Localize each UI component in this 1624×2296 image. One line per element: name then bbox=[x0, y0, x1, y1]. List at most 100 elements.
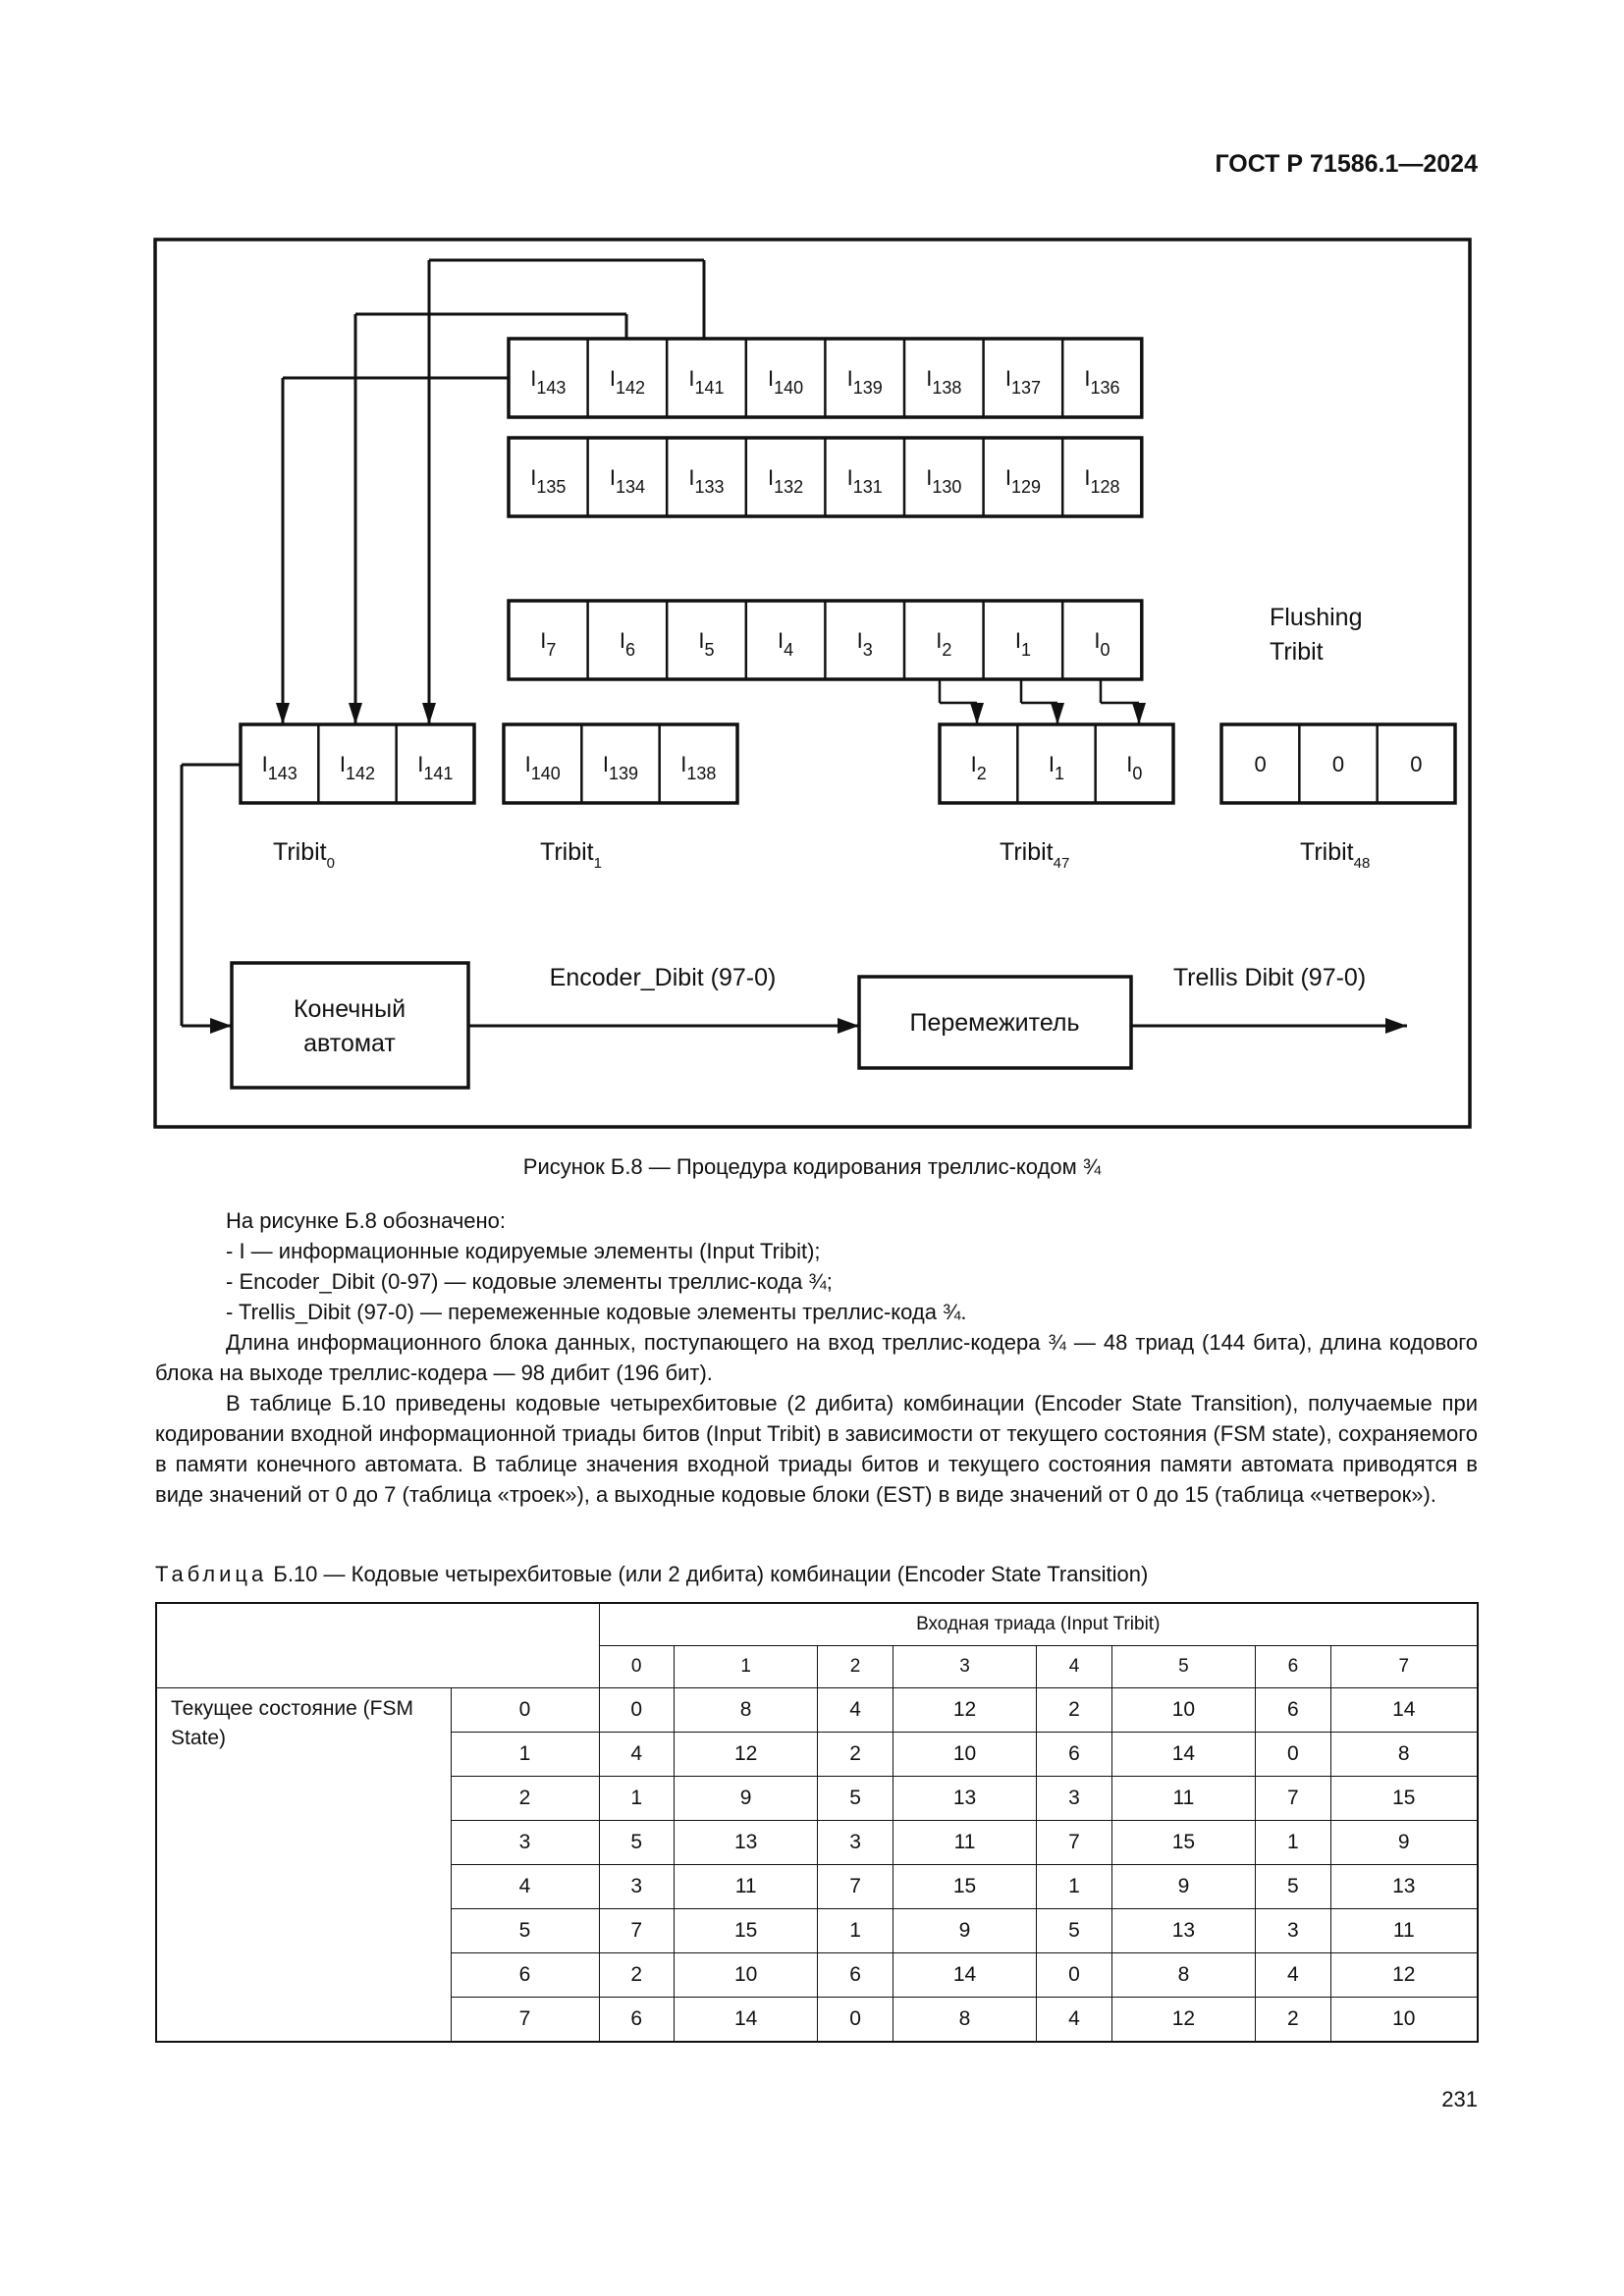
table-cell: 7 bbox=[1036, 1820, 1112, 1865]
table-cell: 2 bbox=[1255, 1997, 1331, 2043]
table-cell: 14 bbox=[1329, 1687, 1479, 1733]
bit-cell-label: I5 bbox=[698, 628, 714, 660]
input-value-header: 4 bbox=[1036, 1645, 1112, 1688]
table-row: 2 1 9 5 13 3 11 7 15 bbox=[156, 1776, 1479, 1821]
intro-line: На рисунке Б.8 обозначено: bbox=[226, 1208, 507, 1233]
table-cell: 10 bbox=[892, 1732, 1038, 1777]
table-cell: 3 bbox=[598, 1864, 675, 1909]
tribit-label: Tribit0 bbox=[273, 838, 335, 872]
table-cell: 10 bbox=[1110, 1687, 1257, 1733]
figure-frame bbox=[153, 238, 1472, 1129]
encoder-state-table: Входная триада (Input Tribit) 0 1 2 3 4 5 6 7 Тек… bbox=[155, 1602, 1479, 2043]
state-value: 4 bbox=[450, 1864, 600, 1909]
arrow-head-icon bbox=[1132, 703, 1146, 724]
figure-caption: Рисунок Б.8 — Процедура кодирования трел… bbox=[522, 1154, 1102, 1179]
tribit-box bbox=[1219, 722, 1457, 805]
tribit-cell-label: 0 bbox=[1255, 752, 1267, 776]
table-row: 1 4 12 2 10 6 14 0 8 bbox=[156, 1732, 1479, 1777]
state-value: 5 bbox=[450, 1908, 600, 1953]
table-cell: 14 bbox=[892, 1952, 1038, 1998]
flushing-label: Flushing bbox=[1270, 604, 1363, 631]
bit-cell-label: I129 bbox=[1005, 465, 1041, 497]
arrow-head-icon bbox=[970, 703, 984, 724]
legend-item: - Encoder_Dibit (0-97) — кодовые элемент… bbox=[226, 1269, 833, 1294]
table-cell: 14 bbox=[673, 1997, 819, 2043]
table-cell: 11 bbox=[892, 1820, 1038, 1865]
table-cell: 9 bbox=[1110, 1864, 1257, 1909]
table-cell: 0 bbox=[598, 1687, 675, 1733]
arrow-head-icon bbox=[422, 703, 436, 724]
tribit-label: Tribit48 bbox=[1300, 838, 1370, 872]
arrow-head-icon bbox=[1051, 703, 1064, 724]
table-cell: 9 bbox=[1329, 1820, 1479, 1865]
arrow-head-icon bbox=[349, 703, 362, 724]
state-value: 6 bbox=[450, 1952, 600, 1998]
table-cell: 10 bbox=[1329, 1997, 1479, 2043]
table-cell: 6 bbox=[1036, 1732, 1112, 1777]
table-cell: 14 bbox=[1110, 1732, 1257, 1777]
arrow-head-icon bbox=[838, 1018, 859, 1034]
table-cell: 13 bbox=[1329, 1864, 1479, 1909]
table-cell: 12 bbox=[673, 1732, 819, 1777]
bit-cell-label: I2 bbox=[936, 628, 951, 660]
state-value: 2 bbox=[450, 1776, 600, 1821]
header-row: Входная триада (Input Tribit) bbox=[155, 1602, 1479, 1688]
table-cell: 3 bbox=[817, 1820, 893, 1865]
bit-cell-label: I130 bbox=[926, 465, 961, 497]
arrow-head-icon bbox=[1385, 1018, 1407, 1034]
input-value-header: 3 bbox=[892, 1645, 1038, 1688]
bit-cell-label: I143 bbox=[530, 366, 566, 398]
table-cell: 1 bbox=[817, 1908, 893, 1953]
table-caption-prefix: Таблица bbox=[155, 1562, 268, 1586]
bit-cell-label: I3 bbox=[857, 628, 873, 660]
encoder-dibit-label: Encoder_Dibit (97-0) bbox=[550, 964, 777, 991]
table-caption: Таблица Б.10 — Кодовые четырехбитовые (и… bbox=[155, 1562, 1148, 1587]
tribit-cell-label: I138 bbox=[680, 752, 716, 783]
table-cell: 8 bbox=[892, 1997, 1038, 2043]
table-cell: 8 bbox=[1110, 1952, 1257, 1998]
table-cell: 1 bbox=[1036, 1864, 1112, 1909]
legend-item: - I — информационные кодируемые элементы… bbox=[226, 1239, 821, 1263]
input-value-header: 2 bbox=[817, 1645, 893, 1688]
table-cell: 7 bbox=[817, 1864, 893, 1909]
table-cell: 8 bbox=[1329, 1732, 1479, 1777]
tribit-cell-label: I2 bbox=[971, 752, 987, 783]
table-cell: 4 bbox=[598, 1732, 675, 1777]
table-cell: 4 bbox=[1255, 1952, 1331, 1998]
bit-cell-label: I6 bbox=[620, 628, 635, 660]
table-cell: 13 bbox=[892, 1776, 1038, 1821]
table-cell: 7 bbox=[1255, 1776, 1331, 1821]
page-number: 231 bbox=[1441, 2087, 1478, 2111]
table-cell: 6 bbox=[1255, 1687, 1331, 1733]
table-cell: 15 bbox=[1110, 1820, 1257, 1865]
tribit-cell-label: I0 bbox=[1126, 752, 1142, 783]
table-cell: 9 bbox=[892, 1908, 1038, 1953]
tribit-cell-label: I139 bbox=[603, 752, 638, 783]
table-row: Текущее состояние (FSM State) 0 0 8 4 12 2 10 6 1… bbox=[155, 1687, 1479, 2043]
table-cell: 6 bbox=[817, 1952, 893, 1998]
flushing-label: Tribit bbox=[1270, 638, 1324, 666]
tribit-cell-label: I143 bbox=[262, 752, 298, 783]
tribit-cell-label: I141 bbox=[417, 752, 453, 783]
legend-item: - Trellis_Dibit (97-0) — перемеженные ко… bbox=[226, 1300, 967, 1324]
state-value: 7 bbox=[450, 1997, 600, 2043]
table-cell: 7 bbox=[598, 1908, 675, 1953]
table-cell: 10 bbox=[673, 1952, 819, 1998]
bit-cell-label: I142 bbox=[610, 366, 645, 398]
bit-cell-label: I128 bbox=[1084, 465, 1119, 497]
input-header: Входная триада (Input Tribit) bbox=[598, 1602, 1479, 1646]
body-text: На рисунке Б.8 обозначено: - I — информа… bbox=[155, 1205, 1478, 1510]
paragraph: В таблице Б.10 приведены кодовые четырех… bbox=[155, 1391, 1478, 1507]
state-value: 0 bbox=[450, 1687, 600, 1733]
table-cell: 12 bbox=[892, 1687, 1038, 1733]
tribit-cell-label: I142 bbox=[340, 752, 375, 783]
bit-cell-label: I139 bbox=[847, 366, 883, 398]
table-cell: 8 bbox=[673, 1687, 819, 1733]
table-cell: 5 bbox=[1255, 1864, 1331, 1909]
bit-cell-label: I135 bbox=[530, 465, 566, 497]
table-cell: 5 bbox=[1036, 1908, 1112, 1953]
interleaver-label: Перемежитель bbox=[909, 1009, 1079, 1037]
table-cell: 9 bbox=[673, 1776, 819, 1821]
bit-cell-label: I141 bbox=[688, 366, 724, 398]
